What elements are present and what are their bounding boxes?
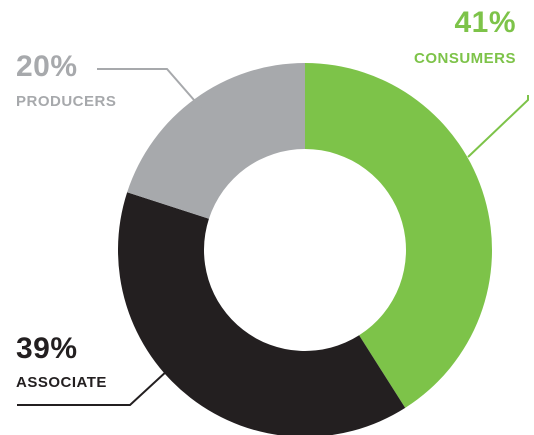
leader-line-associate: [17, 369, 169, 406]
donut-slices: [118, 63, 493, 435]
producers-percent-label: 20%: [16, 50, 78, 83]
associate-percent-label: 39%: [16, 332, 78, 365]
leader-line-consumers: [467, 95, 529, 158]
slice-consumers: [305, 63, 493, 408]
leader-lines: [17, 68, 529, 406]
associate-category-label: ASSOCIATE: [16, 374, 107, 391]
consumers-category-label: CONSUMERS: [413, 50, 516, 67]
consumers-percent-label: 41%: [454, 6, 516, 39]
slice-producers: [127, 63, 305, 219]
leader-line-producers: [97, 68, 202, 109]
slice-associate: [118, 192, 406, 435]
producers-category-label: PRODUCERS: [16, 93, 117, 110]
